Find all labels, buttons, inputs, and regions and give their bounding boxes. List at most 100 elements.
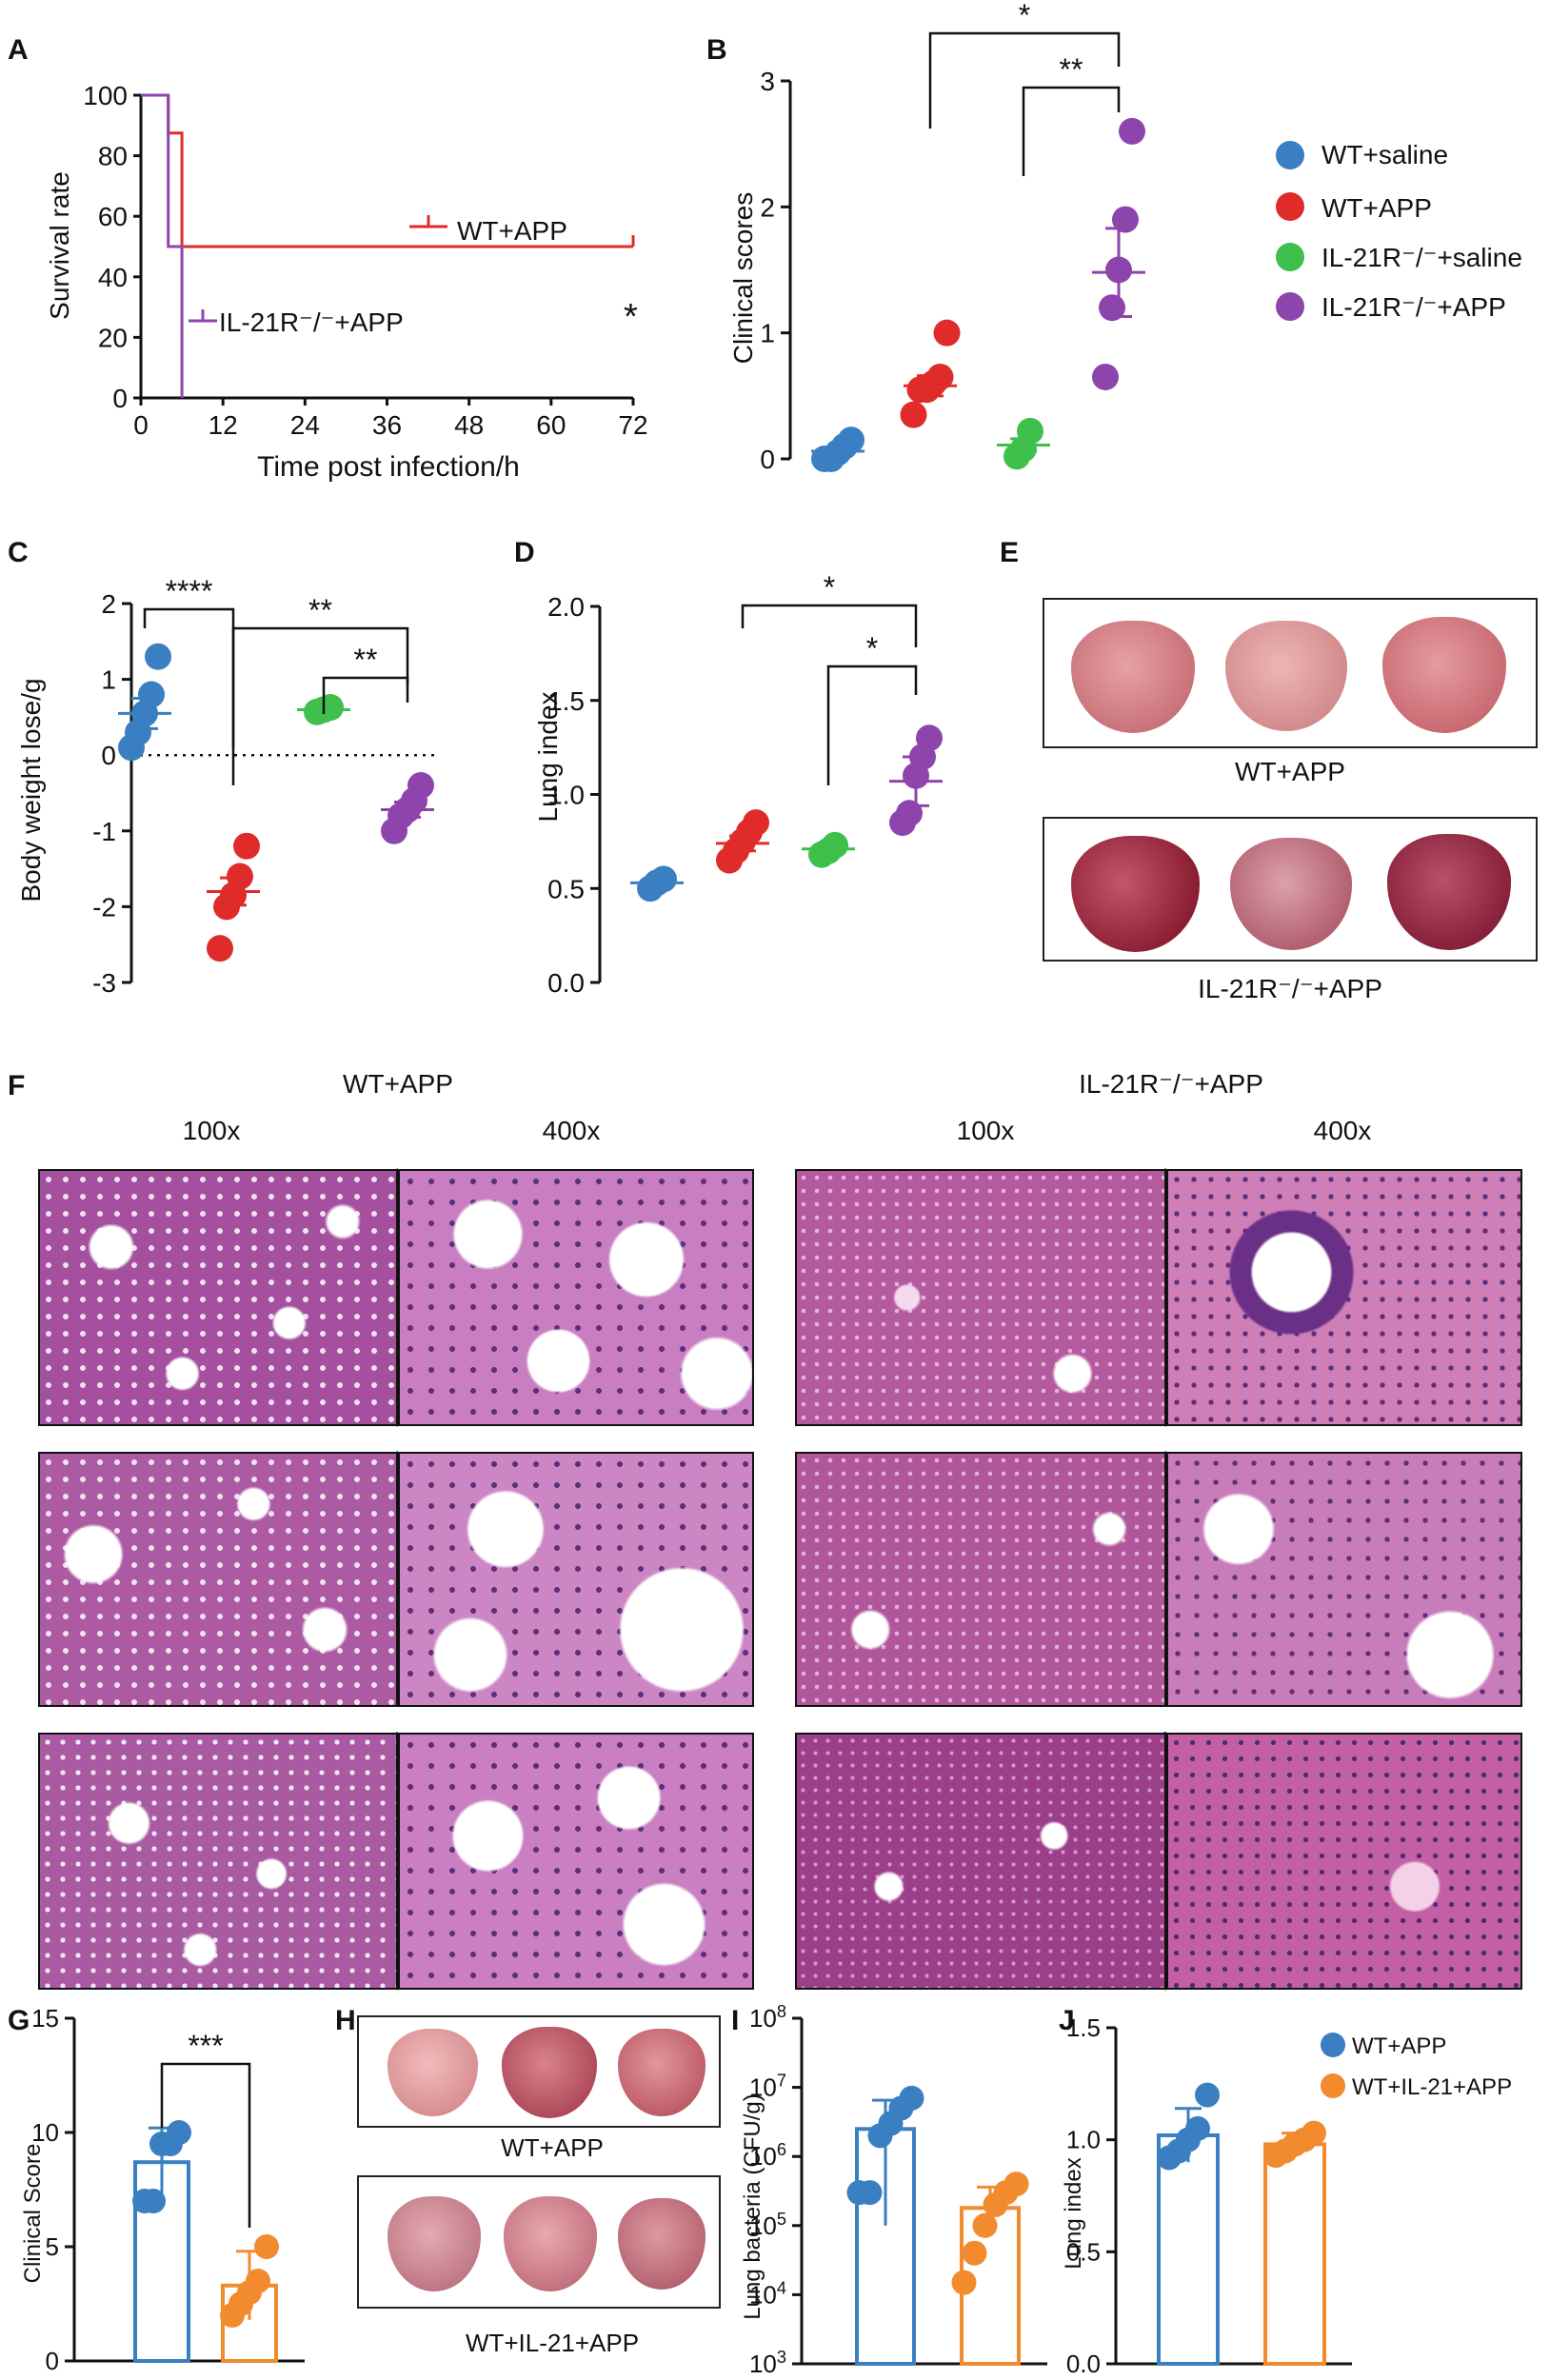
lung-photo (1387, 834, 1511, 950)
panel-e-wt-box (1043, 598, 1538, 748)
panel-b-significance-bracket (928, 31, 1121, 129)
panel-d-ytick-label: 2.0 (547, 592, 585, 622)
panel-d-point (743, 809, 769, 837)
panel-g-point (141, 2189, 166, 2213)
lung-photo (502, 2027, 597, 2118)
panel-c-ytick-label: 1 (101, 665, 116, 695)
legend-dot (1276, 192, 1304, 221)
panel-a-annotation: * (624, 297, 638, 337)
panel-a-ytick-label: 80 (98, 142, 128, 171)
panel-g-point (254, 2234, 279, 2259)
panel-d-ytick-label: 0.5 (547, 874, 585, 903)
histology-wt-100x-1 (38, 1169, 398, 1426)
panel-b-point (1092, 363, 1119, 390)
panel-f-mag-3: 100x (957, 1116, 1015, 1145)
panel-d-significance-label: * (866, 631, 878, 665)
panel-g-point (246, 2269, 270, 2293)
lung-photo (1071, 621, 1195, 733)
panel-label-j: J (1059, 2005, 1075, 2036)
panel-j-bar (1263, 2142, 1326, 2366)
panel-f-mag-2: 400x (543, 1116, 601, 1145)
histology-wt-100x-2 (38, 1452, 398, 1707)
histology-wt-400x-3 (398, 1733, 754, 1990)
panel-i-point (1004, 2172, 1029, 2197)
panel-d-ytick-label: 1.5 (547, 686, 585, 716)
lung-photo (388, 2196, 481, 2291)
panel-label-i: I (731, 2005, 739, 2036)
panel-c-ytick-label: 0 (101, 741, 116, 770)
panel-b-legend-4: IL-21R⁻/⁻+APP (1321, 292, 1506, 322)
legend-dot (1276, 243, 1304, 271)
panel-c-significance-bracket (322, 676, 409, 714)
legend-mark-il21r-app (189, 309, 217, 323)
survival-line-il21r-app (141, 93, 184, 398)
legend-dot (1276, 292, 1304, 321)
panel-b-significance-label: * (1019, 0, 1030, 32)
panel-g-ylabel: Clinical Score (20, 2144, 46, 2284)
panel-c-ytick-label: -1 (92, 817, 116, 846)
lung-photo (1225, 621, 1347, 731)
panel-i-ytick-label: 104 (749, 2278, 786, 2309)
panel-label-d: D (514, 537, 535, 568)
panel-b-ylabel: Clinical scores (728, 192, 758, 365)
panel-i-point (962, 2240, 987, 2266)
panel-e-label-wt: WT+APP (1235, 757, 1345, 786)
histology-il21r-100x-1 (795, 1169, 1166, 1426)
panel-i-ytick-label: 107 (749, 2072, 786, 2102)
panel-j-ytick-label: 1.0 (1066, 2126, 1101, 2154)
panel-label-c: C (8, 537, 29, 568)
panel-e-label-il21r: IL-21R⁻/⁻+APP (1198, 974, 1382, 1003)
panel-b-point (933, 319, 961, 347)
panel-g-significance-bracket (160, 2062, 251, 2228)
panel-c-significance-label: ** (354, 643, 378, 677)
lung-photo (618, 2029, 705, 2116)
panel-i-ylabel: Lung bacteria (CFU/g) (740, 2093, 765, 2319)
legend-dot (1276, 141, 1304, 169)
histology-il21r-100x-2 (795, 1452, 1166, 1707)
panel-a-ytick-label: 100 (83, 81, 128, 110)
panel-d-ytick-label: 1.0 (547, 781, 585, 810)
panel-c-significance-bracket (231, 626, 409, 785)
lung-photo (618, 2198, 705, 2290)
panel-i-point (899, 2085, 924, 2111)
panel-g-ytick-label: 15 (31, 2004, 59, 2033)
panel-i-ytick-label: 105 (749, 2210, 786, 2240)
panel-b-legend-1: WT+saline (1321, 140, 1448, 169)
histology-il21r-400x-1 (1166, 1169, 1522, 1426)
panel-label-g: G (8, 2005, 30, 2036)
panel-a-legend-wt-app: WT+APP (457, 216, 567, 246)
panel-b-point (1112, 206, 1139, 233)
panel-c-point (145, 643, 171, 670)
lung-photo (1382, 617, 1506, 733)
panel-b-ytick-label: 0 (760, 445, 775, 474)
legend-dot (1321, 2073, 1345, 2098)
panel-h-label-il21: WT+IL-21+APP (466, 2329, 639, 2357)
panel-label-b: B (706, 34, 727, 66)
panel-c-point (207, 935, 233, 962)
panel-label-e: E (1000, 537, 1019, 568)
panel-d-ylabel: Lung index (533, 691, 563, 822)
lung-photo (1230, 838, 1352, 950)
panel-c-ytick-label: -3 (92, 968, 116, 998)
panel-b-ytick-label: 1 (760, 319, 775, 348)
panel-j-point (1185, 2115, 1210, 2141)
panel-a-xtick-label: 0 (133, 410, 149, 440)
legend-dot (1321, 2033, 1345, 2057)
panel-d-significance-label: * (824, 570, 835, 605)
panel-i-ytick-label: 108 (749, 2002, 786, 2033)
panel-g-ytick-label: 0 (46, 2347, 59, 2375)
panel-c-ytick-label: 2 (101, 589, 116, 619)
panel-label-f: F (8, 1070, 25, 1101)
panel-j-legend-1: WT+APP (1352, 2033, 1446, 2059)
panel-j-ytick-label: 1.5 (1066, 2013, 1101, 2042)
panel-d-point (916, 724, 943, 752)
panel-f-mag-4: 400x (1314, 1116, 1372, 1145)
panel-e-il21r-box (1043, 817, 1538, 962)
panel-c-point (138, 681, 165, 708)
histology-il21r-400x-2 (1166, 1452, 1522, 1707)
panel-g-significance-label: *** (188, 2029, 223, 2063)
panel-a-legend-il21r-app: IL-21R⁻/⁻+APP (219, 307, 404, 337)
panel-f-title-wt: WT+APP (343, 1069, 453, 1099)
legend-mark-wt-app (409, 215, 447, 228)
